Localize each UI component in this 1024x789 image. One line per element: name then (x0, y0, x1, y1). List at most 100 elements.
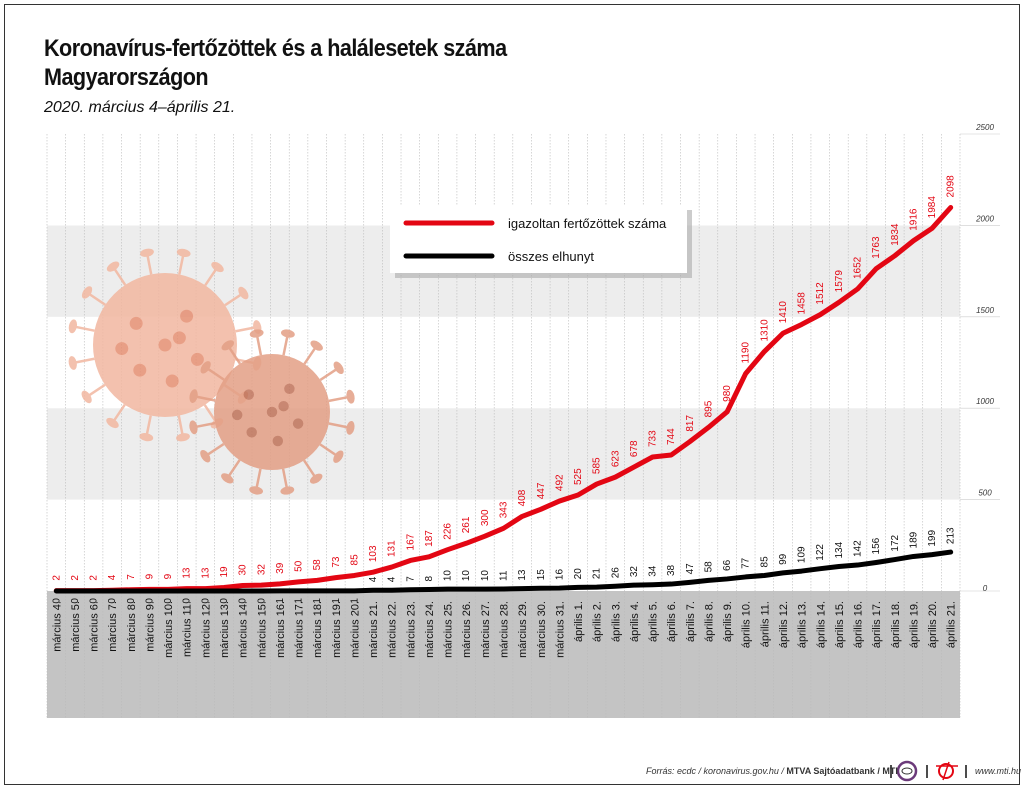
deaths-value-label: 0 (89, 598, 100, 604)
y-tick-label: 1000 (976, 397, 994, 406)
x-tick-label: április 14. (815, 601, 827, 648)
deaths-value-label: 66 (722, 559, 733, 571)
x-tick-label: március 10. (163, 601, 175, 658)
deaths-value-label: 0 (107, 598, 118, 604)
infected-value-label: 980 (722, 385, 733, 402)
x-tick-label: március 27. (480, 601, 492, 658)
infected-value-label: 408 (517, 489, 528, 506)
infected-value-label: 623 (610, 450, 621, 467)
deaths-value-label: 10 (443, 570, 454, 582)
deaths-value-label: 156 (871, 537, 882, 554)
x-tick-label: április 21. (946, 601, 958, 648)
deaths-value-label: 134 (834, 541, 845, 558)
x-tick-label: március 18. (312, 601, 324, 658)
infected-value-label: 1190 (741, 342, 752, 364)
mti-logo (936, 761, 958, 781)
x-tick-label: március 6. (89, 601, 101, 652)
infected-value-label: 9 (163, 573, 174, 579)
legend: igazoltan fertőzöttek száma összes elhuny… (390, 205, 692, 278)
x-tick-label: március 21. (368, 601, 380, 658)
infected-value-label: 85 (349, 554, 360, 566)
x-tick-label: március 12. (200, 601, 212, 658)
infected-value-label: 13 (200, 567, 211, 579)
mtva-logo (896, 760, 918, 782)
x-tick-label: március 31. (554, 601, 566, 658)
infected-value-label: 895 (703, 400, 714, 417)
infected-value-label: 2 (89, 575, 100, 581)
infected-value-label: 187 (424, 530, 435, 547)
x-tick-label: április 20. (927, 601, 939, 648)
grid-band (47, 408, 960, 500)
deaths-value-label: 213 (946, 527, 957, 544)
deaths-value-label: 172 (890, 534, 901, 551)
deaths-value-label: 47 (685, 563, 696, 575)
deaths-value-label: 10 (480, 570, 491, 582)
infected-value-label: 1579 (834, 270, 845, 293)
deaths-value-label: 1 (331, 598, 342, 604)
infected-value-label: 492 (554, 474, 565, 491)
x-tick-label: április 17. (871, 601, 883, 648)
x-tick-label: április 18. (890, 601, 902, 648)
infected-value-label: 39 (275, 562, 286, 574)
frame (4, 4, 1020, 785)
x-tick-label: március 19. (331, 601, 343, 658)
deaths-value-label: 0 (126, 598, 137, 604)
x-tick-label: március 17. (294, 601, 306, 658)
infected-value-label: 19 (219, 566, 230, 578)
deaths-value-label: 1 (294, 598, 305, 604)
infected-value-label: 1916 (908, 208, 919, 231)
deaths-value-label: 4 (368, 576, 379, 582)
infected-value-label: 50 (294, 560, 305, 572)
infected-value-label: 585 (592, 457, 603, 474)
date-axis-band (47, 591, 960, 718)
x-tick-label: április 16. (853, 601, 865, 648)
deaths-value-label: 34 (648, 565, 659, 577)
infected-value-label: 678 (629, 440, 640, 457)
x-tick-label: március 29. (517, 601, 529, 658)
x-tick-label: március 23. (405, 601, 417, 658)
x-tick-label: március 24. (424, 601, 436, 658)
x-tick-label: április 9. (722, 601, 734, 642)
deaths-value-label: 0 (51, 598, 62, 604)
infected-value-label: 447 (536, 482, 547, 499)
deaths-value-label: 122 (815, 544, 826, 561)
x-tick-label: március 13. (219, 601, 231, 658)
x-tick-label: március 22. (387, 601, 399, 658)
x-tick-label: április 2. (592, 601, 604, 642)
x-tick-label: április 13. (797, 601, 809, 648)
deaths-value-label: 199 (927, 529, 938, 546)
deaths-value-label: 1 (275, 598, 286, 604)
deaths-value-label: 0 (70, 598, 81, 604)
infected-value-label: 343 (499, 501, 510, 518)
deaths-value-label: 21 (592, 568, 603, 580)
infected-value-label: 4 (107, 574, 118, 580)
x-tick-label: március 8. (126, 601, 138, 652)
deaths-value-label: 16 (554, 569, 565, 581)
infected-value-label: 1763 (871, 236, 882, 259)
x-tick-label: április 7. (685, 601, 697, 642)
y-tick-label: 2000 (975, 214, 994, 223)
deaths-value-label: 0 (144, 598, 155, 604)
deaths-value-label: 13 (517, 569, 528, 581)
x-tick-label: április 19. (908, 601, 920, 648)
deaths-value-label: 189 (908, 531, 919, 548)
infected-value-label: 817 (685, 415, 696, 432)
deaths-value-label: 85 (759, 556, 770, 568)
y-tick-label: 500 (978, 489, 992, 498)
x-tick-label: április 8. (703, 601, 715, 642)
infected-value-label: 9 (144, 573, 155, 579)
x-tick-label: április 3. (610, 601, 622, 642)
infected-value-label: 2 (51, 575, 62, 581)
deaths-value-label: 1 (349, 598, 360, 604)
deaths-value-label: 11 (499, 570, 510, 581)
x-tick-label: március 5. (70, 601, 82, 652)
deaths-value-label: 58 (703, 561, 714, 573)
deaths-value-label: 142 (853, 540, 864, 557)
x-tick-label: március 25. (443, 601, 455, 658)
deaths-value-label: 15 (536, 569, 547, 581)
deaths-value-label: 0 (200, 598, 211, 604)
x-tick-label: április 5. (648, 601, 660, 642)
website-link[interactable]: www.mti.hu (975, 766, 1022, 776)
deaths-value-label: 99 (778, 553, 789, 565)
deaths-value-label: 0 (256, 598, 267, 604)
